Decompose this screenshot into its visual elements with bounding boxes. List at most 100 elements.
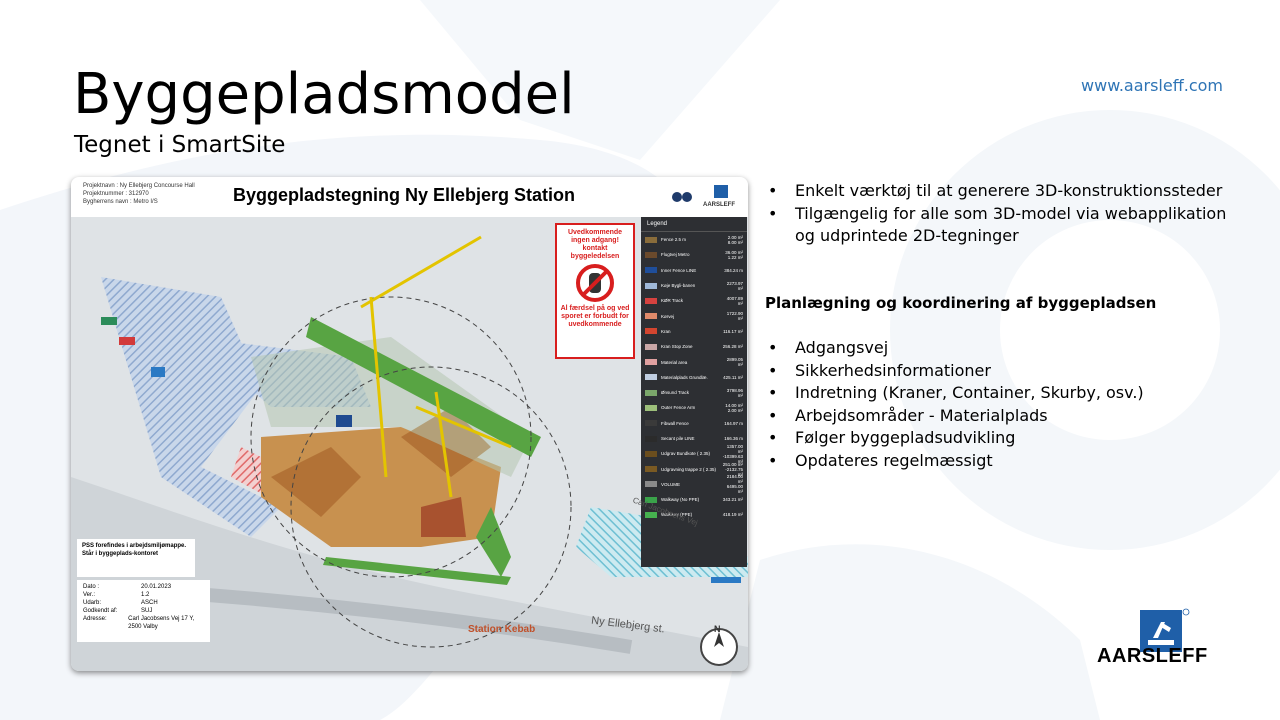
legend-item: Fence 2.5 m 2.00 m² 8.00 m²: [641, 232, 747, 247]
no-entry-hand-icon: [576, 264, 614, 302]
legend-value: 164.97 m: [724, 420, 743, 426]
feature-item: Enkelt værktøj til at generere 3D-konstr…: [764, 180, 1234, 203]
legend-value: 425.11 m²: [723, 374, 743, 380]
legend-value: 4007.89 m²: [726, 295, 743, 306]
legend-label: Kran Stop Zone: [661, 344, 693, 350]
legend-item: KØR Track 4007.89 m²: [641, 293, 747, 308]
legend-label: Flugtvej Metro: [661, 252, 690, 258]
legend-swatch: [645, 328, 657, 335]
legend-item: Inner Fence LINE 384.24 m: [641, 263, 747, 278]
info-label: Udarb:: [83, 600, 102, 606]
legend-swatch: [645, 389, 657, 396]
legend-swatch: [645, 297, 657, 304]
legend-value: 256.28 m²: [722, 344, 743, 350]
legend-item: Udgrav Bundkote ( 2.35) 1357.00 m² -10399…: [641, 444, 747, 464]
legend-swatch: [645, 236, 657, 243]
legend-label: Walkway (No PPE): [661, 497, 700, 503]
legend-value: 343.21 m²: [722, 497, 743, 503]
legend-label: Udgravning trappe 2 ( 2.35): [661, 466, 717, 472]
legend-item: Ønsund Track 3798.96 m²: [641, 385, 747, 400]
planning-item: Arbejdsområder - Materialplads: [764, 405, 1234, 428]
shop-label: Station Kebab: [468, 624, 536, 635]
legend-item: Køje Bygli-banen 2273.97 m²: [641, 278, 747, 293]
planning-item: Opdateres regelmæssigt: [764, 450, 1234, 473]
legend-label: Secant pile LINE: [661, 436, 695, 441]
legend-item: Kran 116.17 m²: [641, 324, 747, 339]
legend-title: Legend: [641, 217, 747, 232]
legend-item: Walkway (PPE) 418.19 m²: [641, 507, 747, 522]
info-label: Adresse:: [83, 616, 107, 622]
info-label: Dato :: [83, 584, 100, 590]
legend-list: Fence 2.5 m 2.00 m² 8.00 m² Flugtvej Metro…: [641, 232, 747, 523]
info-label: Godkendt af:: [83, 608, 118, 614]
legend-value: 2184.00 m² 6495.00 m³: [726, 474, 743, 495]
legend-value: 418.19 m²: [722, 512, 743, 518]
legend-label: Køje Bygli-banen: [661, 283, 696, 289]
legend-swatch: [645, 404, 657, 411]
legend-swatch: [645, 466, 657, 473]
planning-item: Sikkerhedsinformationer: [764, 360, 1234, 383]
project-number: Projektnummer : 312970: [83, 191, 149, 197]
legend-item: Secant pile LINE 166.36 m: [641, 431, 747, 446]
project-name: Projektnavn : Ny Ellebjerg Concourse Hal…: [83, 183, 195, 189]
legend-value: 2273.97 m²: [726, 280, 743, 291]
info-value: 1.2: [141, 592, 150, 598]
legend-item: Flugtvej Metro 36.00 m² 1.22 m²: [641, 247, 747, 262]
legend-swatch: [645, 435, 657, 442]
legend-item: Materialplads Grundlæ. 425.11 m²: [641, 370, 747, 385]
legend-value: 3798.96 m²: [726, 387, 743, 398]
drawing-header: Projektnavn : Ny Ellebjerg Concourse Hal…: [71, 177, 748, 217]
legend-value: 36.00 m² 1.22 m²: [725, 249, 743, 260]
site-drawing-image: Projektnavn : Ny Ellebjerg Concourse Hal…: [71, 177, 748, 671]
legend-label: Fence 2.5 m: [661, 237, 687, 243]
legend-label: Outer Fence Arm: [661, 405, 696, 411]
legend-swatch: [645, 267, 657, 274]
info-value: SUJ: [141, 608, 153, 614]
info-value: Carl Jacobsens Vej 17 Y, 2500 Valby: [128, 616, 195, 630]
legend-swatch: [645, 450, 657, 457]
info-row: Adresse: Carl Jacobsens Vej 17 Y, 2500 Va…: [83, 615, 204, 631]
legend-item: Kørvej 1722.90 m²: [641, 308, 747, 323]
planning-item: Indretning (Kraner, Container, Skurby, o…: [764, 382, 1234, 405]
metro-logo-icon: [672, 192, 692, 202]
info-value: ASCH: [141, 600, 158, 606]
legend-value: 166.36 m: [724, 436, 743, 441]
website-link[interactable]: www.aarsleff.com: [1081, 76, 1223, 95]
aarsleff-logo-icon: [1140, 608, 1190, 652]
legend-swatch: [645, 481, 657, 488]
planning-item: Følger byggepladsudvikling: [764, 427, 1234, 450]
info-value: 20.01.2023: [141, 584, 172, 590]
info-row: Ver.: 1.2: [83, 591, 204, 599]
legend-swatch: [645, 251, 657, 258]
planning-heading: Planlægning og koordinering af byggeplad…: [765, 294, 1157, 312]
pss-note: PSS forefindes i arbejdsmiljømappe. Står…: [77, 539, 195, 577]
legend-item: Fibwall Fence 164.97 m: [641, 416, 747, 431]
legend-swatch: [645, 420, 657, 427]
aarsleff-logo-text: AARSLEFF: [1097, 645, 1208, 667]
legend-swatch: [645, 496, 657, 503]
legend-value: 2.00 m² 8.00 m²: [727, 234, 743, 245]
planning-item: Adgangsvej: [764, 337, 1234, 360]
legend-value: 1722.90 m²: [726, 311, 743, 322]
legend-swatch: [645, 511, 657, 518]
legend-swatch: [645, 359, 657, 366]
drawing-info-box: Dato :20.01.2023 Ver.: 1.2 Udarb: ASCH Godken…: [77, 580, 210, 642]
legend-label: Udgrav Bundkote ( 2.35): [661, 451, 711, 457]
legend-label: Kran: [661, 328, 671, 334]
aarsleff-small-logo: AARSLEFF: [703, 185, 739, 213]
legend-label: Kørvej: [661, 313, 675, 319]
legend-panel: Legend Fence 2.5 m 2.00 m² 8.00 m² Flugtve…: [641, 217, 747, 567]
client-name: Bygherrens navn : Metro I/S: [83, 199, 158, 205]
legend-label: Walkway (PPE): [661, 512, 693, 518]
legend-value: 14.00 m² 2.00 m²: [725, 402, 743, 413]
legend-label: Materialplads Grundlæ.: [661, 374, 708, 380]
legend-label: Ønsund Track: [661, 390, 690, 396]
legend-swatch: [645, 282, 657, 289]
info-row: Godkendt af: SUJ: [83, 607, 204, 615]
legend-value: 251.00 m² -2132.75 m³: [722, 461, 743, 477]
info-label: Ver.:: [83, 592, 96, 598]
legend-swatch: [645, 374, 657, 381]
features-list: Enkelt værktøj til at generere 3D-konstr…: [764, 180, 1234, 248]
page-subtitle: Tegnet i SmartSite: [74, 132, 286, 158]
legend-label: Material area: [661, 359, 688, 365]
